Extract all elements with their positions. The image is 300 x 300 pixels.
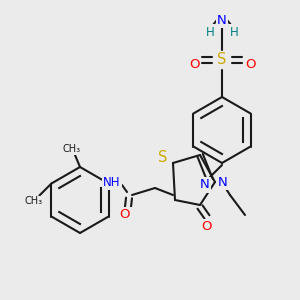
Text: N: N — [218, 176, 228, 188]
Text: N: N — [217, 14, 227, 26]
Text: S: S — [158, 151, 168, 166]
Text: CH₃: CH₃ — [63, 144, 81, 154]
Text: O: O — [245, 58, 255, 71]
Text: O: O — [120, 208, 130, 221]
Text: H: H — [206, 26, 214, 38]
Text: O: O — [189, 58, 199, 71]
Text: H: H — [230, 26, 238, 38]
Text: NH: NH — [103, 176, 121, 188]
Text: O: O — [202, 220, 212, 233]
Text: CH₃: CH₃ — [24, 196, 43, 206]
Text: N: N — [200, 178, 210, 191]
Text: S: S — [217, 52, 227, 68]
